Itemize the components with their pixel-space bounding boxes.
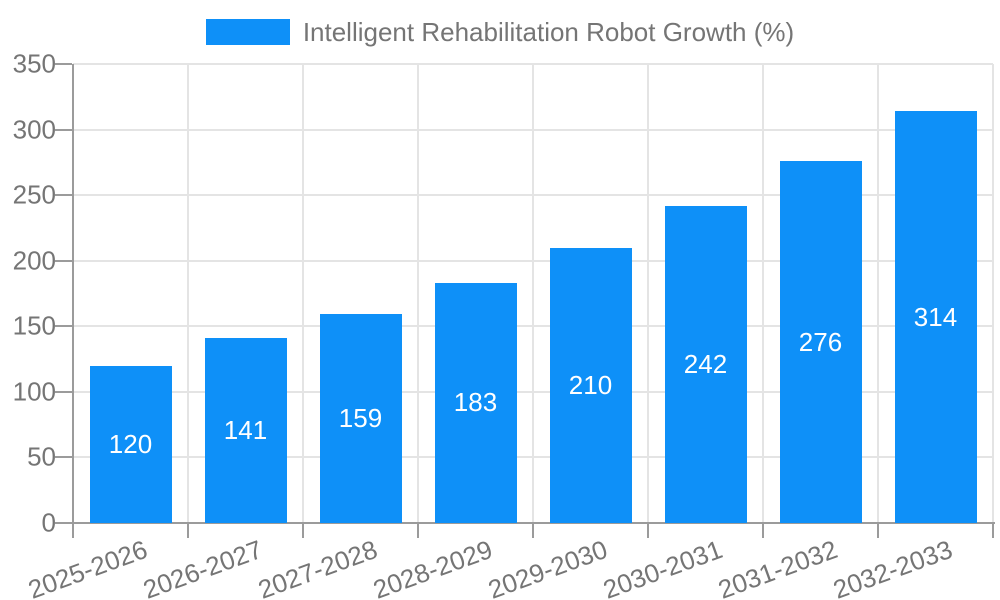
bar[interactable]: 276 (779, 161, 862, 523)
bar-value-label: 141 (223, 415, 268, 446)
y-axis-label: 350 (12, 48, 56, 79)
x-axis-label: 2032-2033 (828, 534, 956, 600)
legend-label: Intelligent Rehabilitation Robot Growth … (302, 17, 795, 47)
plot-area: 0 50 100 150 200 250 300 350 120 2025-2026 141 2026… (13, 49, 995, 600)
x-axis-tick (992, 523, 994, 538)
bar-value-label: 276 (798, 326, 843, 357)
x-axis-label: 2030-2031 (598, 534, 726, 600)
x-axis-label: 2029-2030 (483, 534, 611, 600)
bar-value-label: 210 (568, 369, 613, 400)
y-axis-label: 0 (41, 507, 56, 538)
x-axis-tick (877, 523, 879, 538)
bar[interactable]: 183 (434, 283, 517, 523)
x-axis-tick (187, 523, 189, 538)
y-axis-tick (55, 522, 72, 524)
y-axis-tick (55, 390, 72, 393)
y-axis-label: 300 (12, 114, 56, 145)
y-axis-tick (55, 325, 72, 328)
x-axis-label: 2025-2026 (23, 534, 151, 600)
gridline-vertical (302, 64, 304, 523)
y-axis-tick (55, 194, 72, 197)
gridline-vertical (877, 64, 879, 523)
y-axis-tick (55, 456, 72, 459)
gridline-vertical (992, 64, 994, 523)
bar-value-label: 183 (453, 387, 498, 418)
y-axis-line (72, 64, 74, 523)
x-axis-tick (72, 523, 74, 538)
x-axis-tick (532, 523, 534, 538)
x-axis-label: 2026-2027 (138, 534, 266, 600)
gridline-vertical (762, 64, 764, 523)
y-axis-label: 200 (12, 245, 56, 276)
y-axis-tick (55, 128, 72, 131)
y-axis-label: 100 (12, 376, 56, 407)
y-axis-tick (55, 63, 72, 65)
x-axis-tick (417, 523, 419, 538)
y-axis-label: 150 (12, 310, 56, 341)
x-axis-tick (647, 523, 649, 538)
bar[interactable]: 210 (549, 247, 632, 523)
bar-value-label: 314 (913, 301, 958, 332)
gridline-vertical (647, 64, 649, 523)
bar-value-label: 120 (108, 428, 153, 459)
bar[interactable]: 120 (89, 365, 172, 523)
x-axis-tick (302, 523, 304, 538)
x-axis-label: 2028-2029 (368, 534, 496, 600)
legend-swatch (205, 19, 290, 45)
gridline-vertical (532, 64, 534, 523)
bar[interactable]: 159 (319, 314, 402, 523)
chart-legend[interactable]: Intelligent Rehabilitation Robot Growth … (0, 19, 1000, 45)
bar[interactable]: 314 (894, 111, 977, 523)
bar[interactable]: 242 (664, 205, 747, 523)
x-axis-label: 2031-2032 (713, 534, 841, 600)
y-axis-label: 250 (12, 179, 56, 210)
x-axis-tick (762, 523, 764, 538)
x-axis-label: 2027-2028 (253, 534, 381, 600)
bar[interactable]: 141 (204, 338, 287, 523)
y-axis-label: 50 (27, 441, 56, 472)
gridline-vertical (417, 64, 419, 523)
y-axis-tick (55, 259, 72, 262)
bar-value-label: 159 (338, 403, 383, 434)
gridline-vertical (187, 64, 189, 523)
bar-value-label: 242 (683, 348, 728, 379)
